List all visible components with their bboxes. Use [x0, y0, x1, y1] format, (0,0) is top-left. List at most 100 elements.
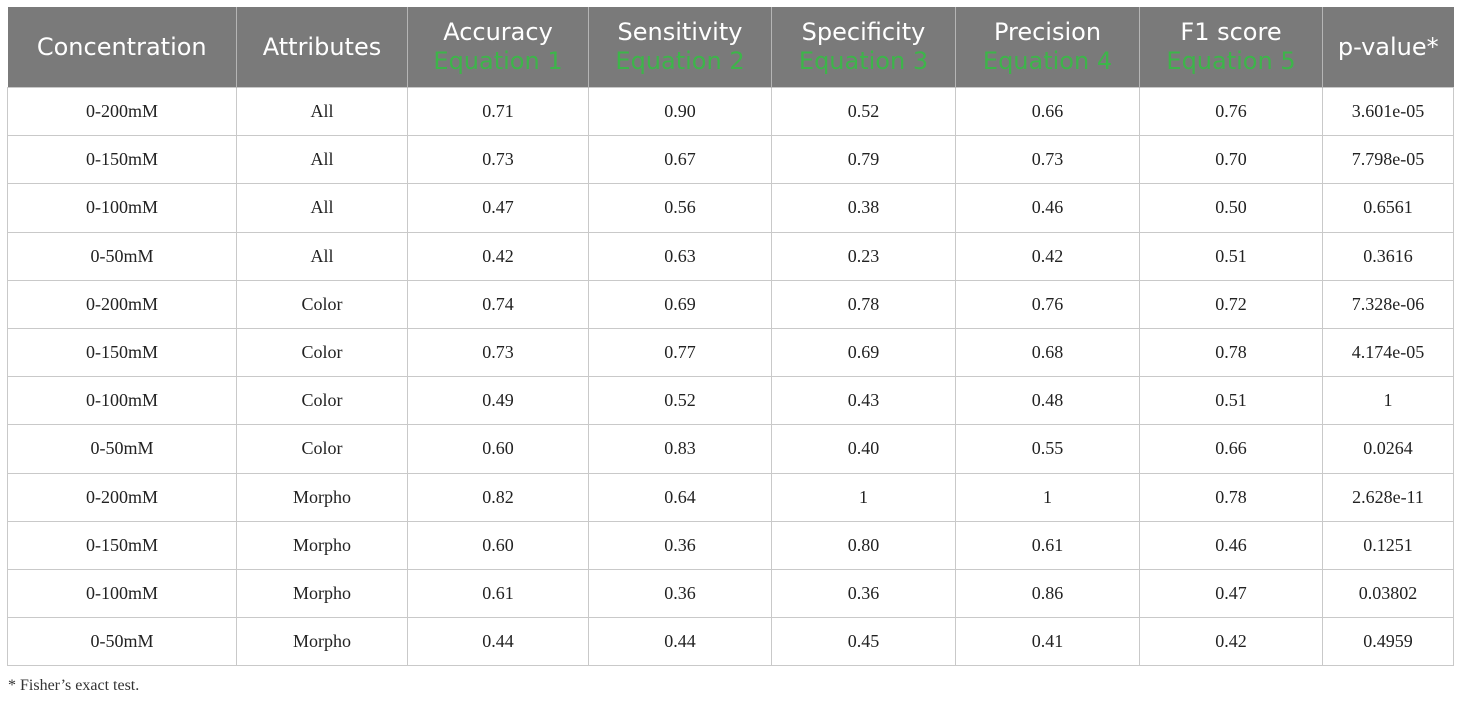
table-row: 0-200mM Morpho 0.82 0.64 1 1 0.78 2.628e-11 [7, 472, 1454, 522]
table-cell: 0.69 [771, 327, 956, 378]
table-cell: 0.78 [771, 279, 956, 329]
table-cell: 0.73 [407, 135, 589, 185]
table-cell: 0.23 [771, 231, 956, 281]
table-cell: 1 [1322, 376, 1454, 426]
table-cell: 7.798e-05 [1322, 135, 1454, 185]
table-cell: Morpho [236, 472, 408, 522]
table-cell: Color [236, 424, 408, 474]
table-row: 0-150mM Color 0.73 0.77 0.69 0.68 0.78 4.174e-0… [7, 327, 1454, 378]
table-cell: 0.51 [1139, 376, 1323, 426]
header-concentration: Concentration [7, 7, 237, 88]
table-cell: 0.67 [588, 135, 772, 185]
header-label: Specificity [801, 18, 926, 46]
table-cell: 0.4959 [1322, 617, 1454, 667]
table-cell: 0.73 [407, 327, 589, 378]
table-cell: 0.72 [1139, 279, 1323, 329]
table-cell: 0.83 [588, 424, 772, 474]
table-cell: 0.45 [771, 617, 956, 667]
table-cell: 0.63 [588, 231, 772, 281]
table-cell: 0.70 [1139, 135, 1323, 185]
equation-link[interactable]: Equation 3 [798, 47, 929, 75]
header-specificity: Specificity Equation 3 [771, 7, 956, 88]
table-cell: 0.66 [955, 86, 1140, 137]
table-row: 0-50mM Color 0.60 0.83 0.40 0.55 0.66 0.0264 [7, 424, 1454, 474]
header-row: Concentration Attributes Accuracy Equati… [7, 7, 1454, 88]
table-cell: 0.42 [407, 231, 589, 281]
table-cell: 0.78 [1139, 327, 1323, 378]
table-cell: 0.90 [588, 86, 772, 137]
table-cell: Color [236, 327, 408, 378]
table-cell: 2.628e-11 [1322, 472, 1454, 522]
table-cell: 0.73 [955, 135, 1140, 185]
table-cell: 0.47 [407, 183, 589, 233]
table-cell: 0-150mM [7, 520, 237, 570]
table-row: 0-50mM Morpho 0.44 0.44 0.45 0.41 0.42 0.4959 [7, 617, 1454, 667]
table-cell: 0.43 [771, 376, 956, 426]
table-cell: 0.79 [771, 135, 956, 185]
table-cell: All [236, 183, 408, 233]
table-cell: 0-50mM [7, 231, 237, 281]
table-cell: 0.77 [588, 327, 772, 378]
table-cell: 0.46 [1139, 520, 1323, 570]
table-cell: 0.56 [588, 183, 772, 233]
header-accuracy: Accuracy Equation 1 [407, 7, 589, 88]
table-row: 0-150mM All 0.73 0.67 0.79 0.73 0.70 7.798e-05 [7, 135, 1454, 185]
table-cell: 0.86 [955, 568, 1140, 619]
header-p-value: p-value* [1322, 7, 1454, 88]
table-row: 0-200mM Color 0.74 0.69 0.78 0.76 0.72 7.328e-0… [7, 279, 1454, 329]
header-label: Attributes [262, 32, 382, 61]
equation-link[interactable]: Equation 2 [615, 47, 745, 75]
table-row: 0-100mM All 0.47 0.56 0.38 0.46 0.50 0.6561 [7, 183, 1454, 233]
table-cell: 0-200mM [7, 86, 237, 137]
table-row: 0-100mM Color 0.49 0.52 0.43 0.48 0.51 1 [7, 376, 1454, 426]
header-label: Sensitivity [617, 18, 743, 46]
table-cell: Color [236, 376, 408, 426]
table-cell: 0.38 [771, 183, 956, 233]
table-cell: 0-50mM [7, 617, 237, 667]
table-cell: 0.71 [407, 86, 589, 137]
table-cell: 0.46 [955, 183, 1140, 233]
table-cell: All [236, 231, 408, 281]
header-precision: Precision Equation 4 [955, 7, 1140, 88]
equation-link[interactable]: Equation 1 [433, 47, 563, 75]
table-cell: 7.328e-06 [1322, 279, 1454, 329]
table-cell: 0-200mM [7, 472, 237, 522]
table-cell: 0.51 [1139, 231, 1323, 281]
table-row: 0-200mM All 0.71 0.90 0.52 0.66 0.76 3.601e-05 [7, 86, 1454, 137]
table-cell: All [236, 86, 408, 137]
table-cell: 0.52 [588, 376, 772, 426]
equation-link[interactable]: Equation 4 [982, 47, 1113, 75]
table-body: 0-200mM All 0.71 0.90 0.52 0.66 0.76 3.601e-05 0… [7, 86, 1454, 667]
table-cell: 0.47 [1139, 568, 1323, 619]
table-cell: 0.66 [1139, 424, 1323, 474]
table-cell: 1 [955, 472, 1140, 522]
table-cell: 0.1251 [1322, 520, 1454, 570]
table-footnote: * Fisher’s exact test. [8, 677, 140, 694]
table-cell: Color [236, 279, 408, 329]
table-cell: 0-200mM [7, 279, 237, 329]
table-row: 0-150mM Morpho 0.60 0.36 0.80 0.61 0.46 0.1251 [7, 520, 1454, 570]
table-cell: Morpho [236, 617, 408, 667]
header-label: p-value* [1337, 32, 1439, 61]
header-label: Concentration [36, 32, 207, 61]
table-cell: 0.36 [588, 520, 772, 570]
table-cell: 0.80 [771, 520, 956, 570]
table-row: 0-100mM Morpho 0.61 0.36 0.36 0.86 0.47 0.03802 [7, 568, 1454, 619]
table-cell: 0.44 [588, 617, 772, 667]
table-cell: 0.6561 [1322, 183, 1454, 233]
table-cell: 0.36 [588, 568, 772, 619]
header-sensitivity: Sensitivity Equation 2 [588, 7, 772, 88]
equation-link[interactable]: Equation 5 [1166, 47, 1296, 75]
table-cell: 0.36 [771, 568, 956, 619]
table-cell: 0.52 [771, 86, 956, 137]
table-cell: 0-100mM [7, 376, 237, 426]
table-cell: 0.76 [1139, 86, 1323, 137]
table-cell: 0.3616 [1322, 231, 1454, 281]
table-cell: Morpho [236, 520, 408, 570]
table-row: 0-50mM All 0.42 0.63 0.23 0.42 0.51 0.3616 [7, 231, 1454, 281]
table-cell: 0.69 [588, 279, 772, 329]
table-cell: 0-50mM [7, 424, 237, 474]
table-cell: 0.50 [1139, 183, 1323, 233]
table-header: Concentration Attributes Accuracy Equati… [7, 7, 1454, 88]
table-cell: 3.601e-05 [1322, 86, 1454, 137]
